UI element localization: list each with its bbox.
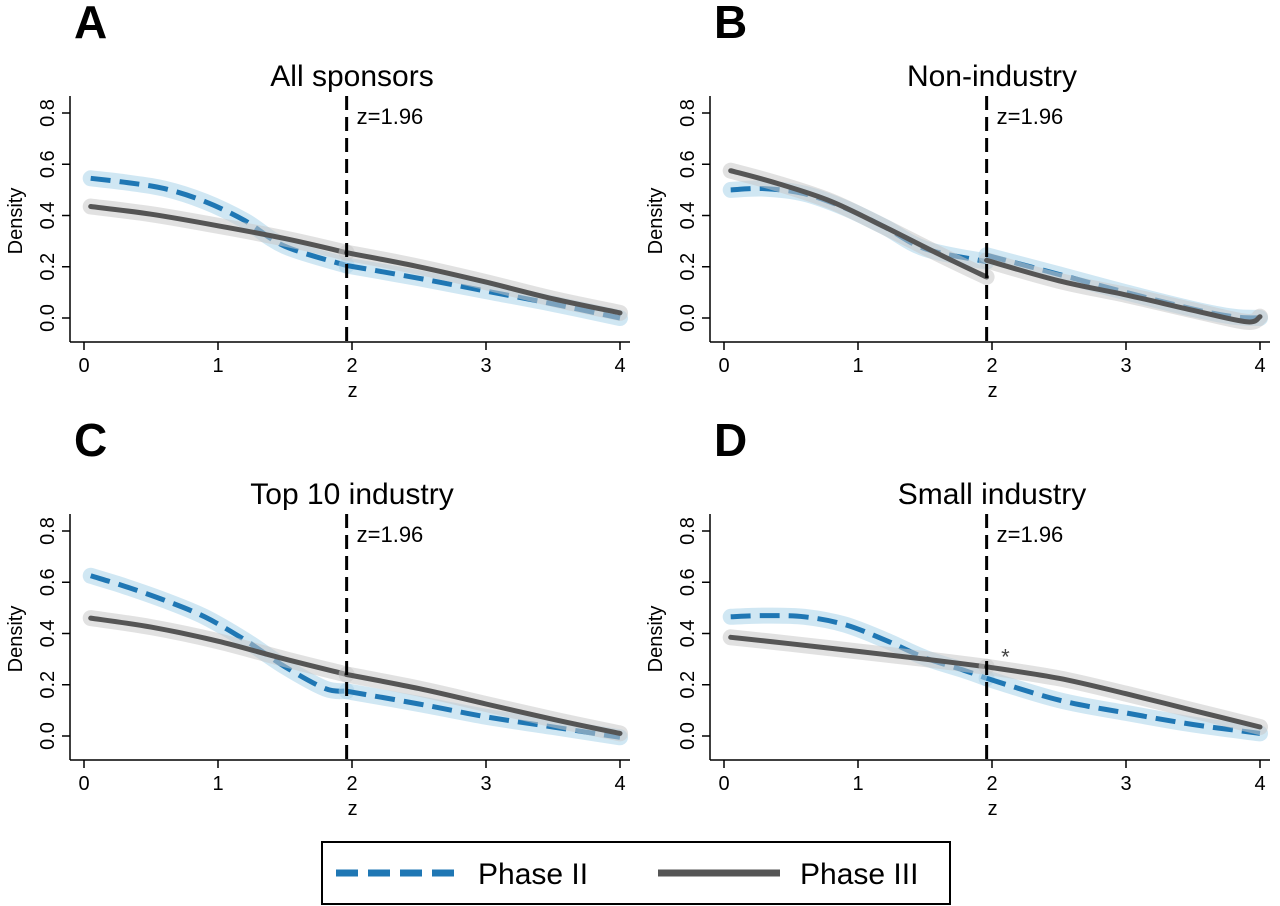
threshold-label: z=1.96	[997, 104, 1064, 129]
x-tick-label: 0	[718, 773, 729, 795]
x-tick-label: 2	[346, 355, 357, 377]
x-tick-label: 3	[480, 773, 491, 795]
x-tick-label: 4	[1254, 355, 1265, 377]
x-tick-label: 2	[986, 355, 997, 377]
x-tick-label: 0	[78, 773, 89, 795]
series-line-phase-iii	[728, 168, 990, 280]
panel-letter: A	[74, 0, 107, 48]
y-tick-label: 0.2	[37, 253, 59, 281]
series-line-phase-iii	[344, 672, 623, 736]
y-tick-label: 0.0	[677, 722, 699, 750]
y-tick-label: 0.6	[37, 568, 59, 596]
x-tick-label: 3	[1120, 355, 1131, 377]
y-axis-label: Density	[5, 188, 27, 255]
y-tick-label: 0.6	[677, 150, 699, 178]
y-tick-label: 0.4	[37, 202, 59, 230]
x-tick-label: 4	[1254, 773, 1265, 795]
x-tick-label: 4	[614, 773, 625, 795]
panel-a: A All sponsors 0.0 0.2 0.4 0.6 0.8 0 1 2 3 4 z Densit…	[5, 0, 630, 402]
y-tick-label: 0.0	[677, 304, 699, 332]
panel-b: B Non-industry 0.0 0.2 0.4 0.6 0.8 0 1 2 3 4 z Densit…	[645, 0, 1270, 402]
y-tick-label: 0.8	[677, 99, 699, 127]
x-axis-label: z	[348, 798, 358, 820]
panel-title: Small industry	[898, 478, 1086, 511]
x-tick-label: 2	[346, 773, 357, 795]
series-line-phase-iii	[984, 257, 1263, 325]
y-tick-label: 0.0	[37, 722, 59, 750]
panel-title: Top 10 industry	[250, 478, 453, 511]
series-line-phase-iii	[344, 250, 623, 316]
y-tick-label: 0.8	[37, 99, 59, 127]
threshold-label: z=1.96	[357, 522, 424, 547]
series-line-phase-iii	[984, 664, 1263, 730]
y-tick-label: 0.4	[677, 620, 699, 648]
panel-letter: C	[74, 414, 107, 466]
y-axis-label: Density	[645, 606, 667, 673]
x-tick-label: 4	[614, 355, 625, 377]
y-tick-label: 0.8	[37, 517, 59, 545]
threshold-label: z=1.96	[357, 104, 424, 129]
series-line-phase-iii	[728, 634, 990, 670]
y-tick-label: 0.2	[37, 671, 59, 699]
x-axis-label: z	[348, 380, 358, 402]
series-band-phase-iii	[978, 252, 1268, 330]
x-tick-label: 3	[1120, 773, 1131, 795]
x-tick-label: 2	[986, 773, 997, 795]
series-line-phase-ii	[89, 573, 347, 694]
series-line-phase-ii	[985, 675, 1261, 736]
y-tick-label: 0.6	[37, 150, 59, 178]
y-tick-label: 0.6	[677, 568, 699, 596]
panel-title: Non-industry	[907, 60, 1077, 93]
y-tick-label: 0.4	[677, 202, 699, 230]
series-line-phase-iii	[88, 615, 350, 677]
y-tick-label: 0.0	[37, 304, 59, 332]
y-tick-label: 0.4	[37, 620, 59, 648]
legend-box	[321, 841, 951, 905]
y-axis-label: Density	[645, 188, 667, 255]
x-tick-label: 1	[212, 355, 223, 377]
y-tick-label: 0.2	[677, 671, 699, 699]
panel-letter: B	[714, 0, 747, 48]
x-tick-label: 1	[852, 355, 863, 377]
panel-letter: D	[714, 414, 747, 466]
x-axis-label: z	[988, 798, 998, 820]
panel-title: All sponsors	[270, 60, 433, 93]
x-tick-label: 1	[212, 773, 223, 795]
legend-label-phase-iii: Phase III	[800, 858, 918, 891]
x-tick-label: 1	[852, 773, 863, 795]
x-tick-label: 3	[480, 355, 491, 377]
x-axis-label: z	[988, 380, 998, 402]
y-tick-label: 0.8	[677, 517, 699, 545]
legend: Phase II Phase III	[321, 841, 951, 905]
y-tick-label: 0.2	[677, 253, 699, 281]
panel-d: D Small industry 0.0 0.2 0.4 0.6 0.8 0 1 2 3 4 z Dens…	[645, 414, 1270, 820]
panel-c: C Top 10 industry 0.0 0.2 0.4 0.6 0.8 0 1 2 3 4 z Den…	[5, 414, 630, 820]
significance-star: *	[1001, 645, 1010, 670]
x-tick-label: 0	[718, 355, 729, 377]
y-axis-label: Density	[5, 606, 27, 673]
threshold-label: z=1.96	[997, 522, 1064, 547]
legend-label-phase-ii: Phase II	[478, 858, 588, 891]
series-line-phase-iii	[88, 204, 350, 256]
x-tick-label: 0	[78, 355, 89, 377]
